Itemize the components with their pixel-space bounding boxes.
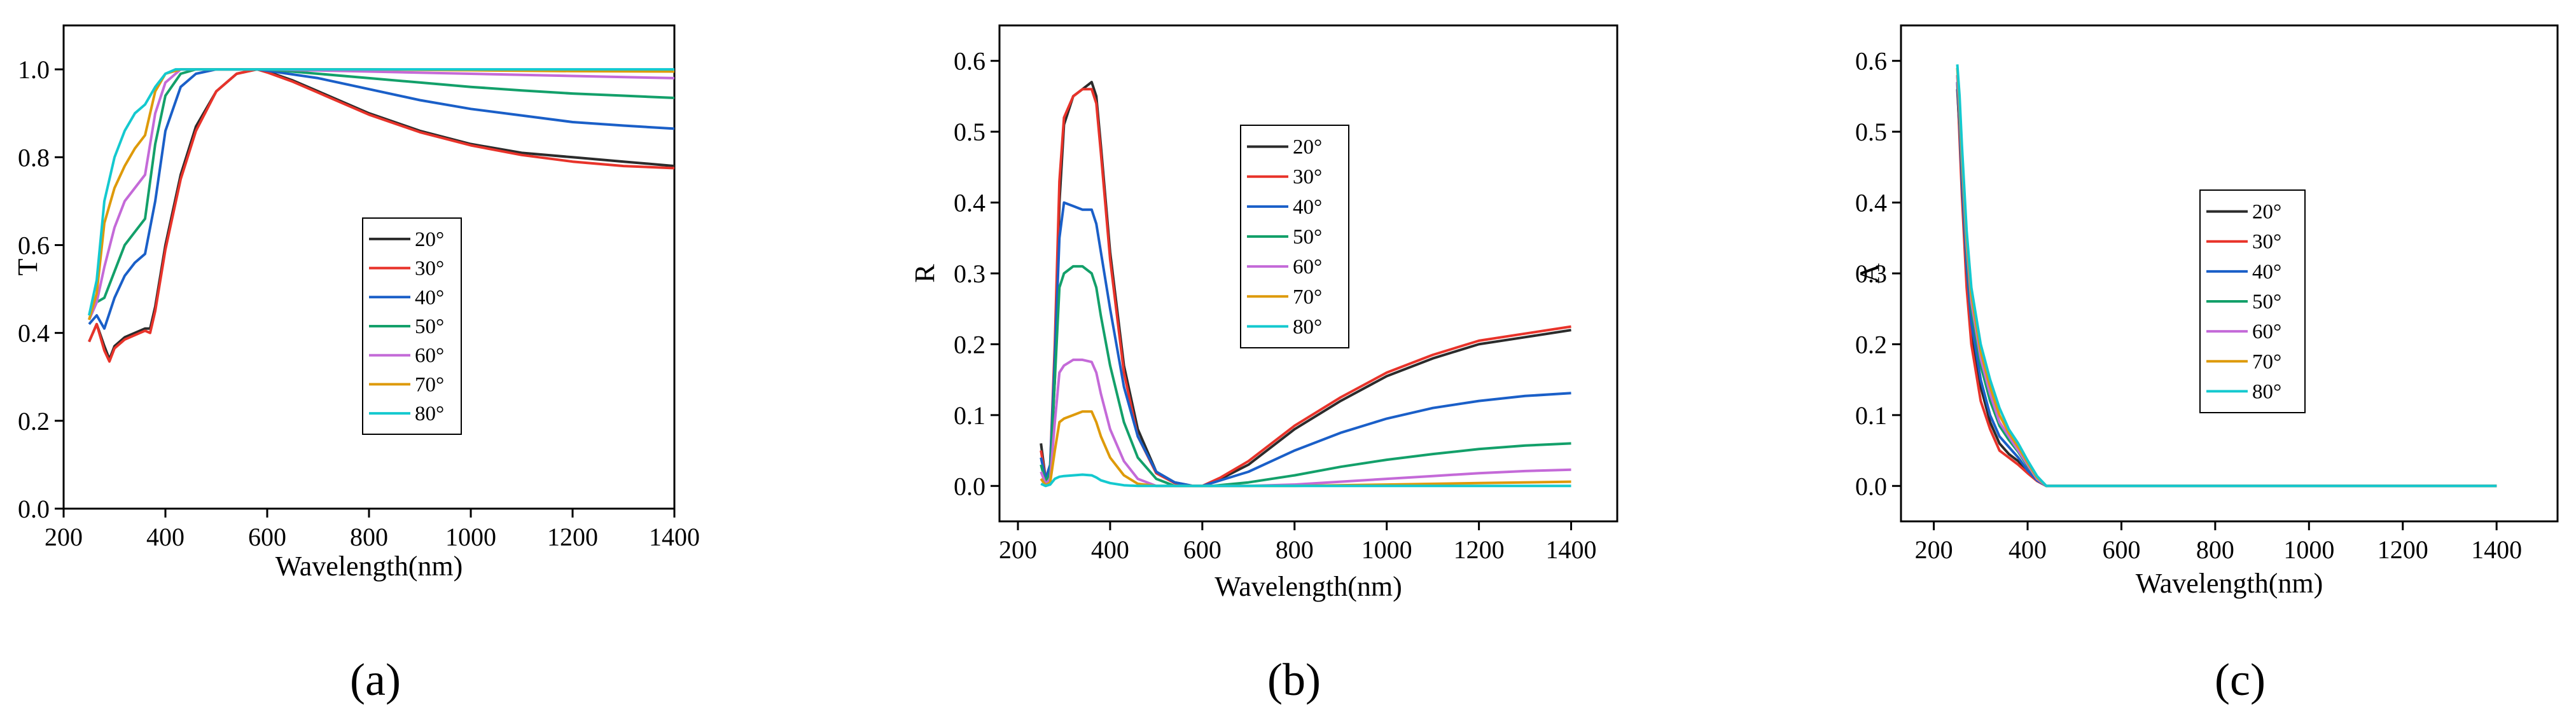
legend-label: 70°	[1293, 285, 1322, 308]
x-tick-label: 400	[1091, 535, 1129, 564]
y-tick-label: 0.6	[954, 47, 985, 76]
series-line-80deg	[1956, 64, 2497, 488]
series-line-60deg	[1040, 358, 1571, 488]
x-tick-label: 800	[1276, 535, 1314, 564]
y-tick-label: 0.5	[1855, 118, 1887, 146]
x-tick-label: 1200	[547, 523, 598, 551]
y-axis-title: A	[1854, 263, 1885, 284]
x-tick-label: 600	[1183, 535, 1222, 564]
legend-label: 80°	[415, 402, 444, 425]
legend-label: 50°	[1293, 226, 1322, 249]
x-axis-title: Wavelength(nm)	[1215, 571, 1402, 602]
y-tick-label: 0.4	[1855, 189, 1887, 217]
panel-caption: (c)	[2215, 654, 2266, 705]
x-tick-label: 1200	[1454, 535, 1505, 564]
legend-label: 40°	[415, 286, 444, 309]
y-tick-label: 0.4	[18, 319, 50, 348]
y-tick-label: 0.1	[1855, 401, 1887, 430]
series-line-30deg	[88, 68, 675, 363]
legend-label: 30°	[2252, 231, 2281, 254]
panel-caption: (b)	[1267, 654, 1321, 705]
x-tick-label: 400	[2009, 535, 2047, 564]
series-line-80deg	[1040, 473, 1571, 488]
y-axis-title: R	[909, 264, 940, 283]
x-tick-label: 400	[146, 523, 184, 551]
legend-label: 60°	[1293, 256, 1322, 278]
legend-label: 20°	[415, 228, 444, 251]
y-tick-label: 0.5	[954, 118, 985, 146]
legend-label: 80°	[1293, 315, 1322, 338]
y-tick-label: 0.2	[954, 330, 985, 359]
legend-label: 60°	[415, 345, 444, 367]
legend-label: 40°	[1293, 196, 1322, 219]
y-tick-label: 0.2	[1855, 330, 1887, 359]
x-tick-label: 200	[45, 523, 83, 551]
y-tick-label: 0.2	[18, 407, 50, 436]
series-line-80deg	[88, 68, 674, 316]
legend-label: 70°	[415, 373, 444, 396]
y-tick-label: 0.0	[1855, 472, 1887, 500]
x-tick-label: 600	[2102, 535, 2140, 564]
legend-label: 70°	[2252, 350, 2281, 373]
legend-label: 20°	[1293, 136, 1322, 159]
y-tick-label: 0.6	[1855, 47, 1887, 76]
chart-c: 200 400 600 800 1000 1200 1400 0.0 0.1 0.2 0.3 0.4 0…	[1854, 24, 2559, 705]
x-tick-label: 1200	[2378, 535, 2428, 564]
legend-label: 50°	[415, 315, 444, 338]
y-tick-label: 0.4	[954, 189, 985, 217]
x-tick-label: 1400	[2471, 535, 2522, 564]
legend-label: 50°	[2252, 291, 2281, 313]
y-tick-label: 0.0	[954, 472, 985, 500]
legend-label: 80°	[2252, 380, 2281, 403]
y-tick-label: 0.6	[18, 231, 50, 259]
legend-label: 20°	[2252, 201, 2281, 224]
chart-a: 200 400 600 800 1000 1200 1400 0.0 0.2 0.4 0.6 0.8 1…	[12, 24, 700, 705]
x-axis-title: Wavelength(nm)	[275, 551, 463, 582]
y-tick-label: 0.8	[18, 143, 50, 172]
y-axis-title: T	[12, 258, 43, 275]
x-tick-label: 1000	[445, 523, 496, 551]
y-tick-label: 0.3	[1855, 259, 1887, 288]
legend-label: 40°	[2252, 261, 2281, 284]
x-tick-label: 800	[2196, 535, 2234, 564]
x-tick-label: 800	[350, 523, 388, 551]
x-axis-title: Wavelength(nm)	[2136, 568, 2323, 599]
series-line-40deg	[1040, 201, 1571, 488]
x-tick-label: 1400	[649, 523, 700, 551]
x-tick-label: 200	[1915, 535, 1953, 564]
series-line-50deg	[1040, 264, 1571, 488]
y-tick-label: 0.0	[18, 495, 50, 523]
y-tick-label: 0.3	[954, 259, 985, 288]
chart-b: 200 400 600 800 1000 1200 1400 0.0 0.1 0.2 0.3 0.4 0…	[909, 24, 1619, 705]
legend-label: 60°	[2252, 320, 2281, 343]
y-tick-label: 0.1	[954, 401, 985, 430]
x-tick-label: 600	[248, 523, 286, 551]
x-tick-label: 1000	[2283, 535, 2334, 564]
legend-label: 30°	[1293, 166, 1322, 189]
legend-label: 30°	[415, 258, 444, 280]
y-tick-label: 1.0	[18, 55, 50, 84]
x-tick-label: 1000	[1361, 535, 1412, 564]
x-tick-label: 1400	[1546, 535, 1597, 564]
panel-caption: (a)	[350, 654, 401, 705]
series-line-60deg	[88, 68, 675, 320]
x-tick-label: 200	[999, 535, 1037, 564]
